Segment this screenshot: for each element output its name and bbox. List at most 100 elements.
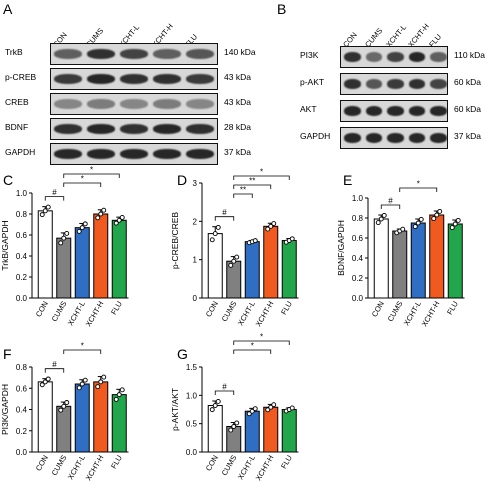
x-tick-label: FLU	[445, 300, 460, 317]
bar	[74, 227, 90, 299]
data-point	[271, 221, 277, 227]
protein-band	[186, 74, 214, 84]
x-tick-label: FLU	[279, 454, 294, 471]
protein-band	[186, 149, 214, 159]
y-axis-label: p-AKT/AKT	[170, 388, 180, 431]
protein-band	[387, 52, 404, 62]
significance-bracket	[233, 184, 272, 189]
protein-band	[408, 106, 425, 116]
panel-letter-d: D	[177, 172, 188, 188]
significance-bracket	[399, 187, 438, 192]
protein-label: PI3K	[300, 50, 319, 60]
significance-label: #	[52, 360, 57, 369]
y-tick-label: 0.0	[16, 448, 28, 457]
data-point	[452, 221, 458, 227]
blot-strip	[50, 43, 218, 65]
protein-band	[120, 149, 148, 159]
data-point	[119, 215, 125, 220]
bar	[56, 237, 72, 299]
significance-label: *	[260, 168, 263, 177]
x-tick-label: XCHT-H	[84, 300, 106, 329]
lane-label: XCHT-H	[405, 21, 431, 49]
data-point	[116, 392, 122, 398]
blot-strip	[50, 118, 218, 140]
x-tick-label: CUMS	[220, 300, 239, 324]
protein-band	[430, 106, 447, 116]
panel-letter-a: A	[3, 1, 13, 17]
significance-bracket	[380, 204, 401, 209]
y-tick-label: 0.8	[352, 214, 364, 223]
significance-label: *	[260, 333, 263, 342]
x-tick-label: FLU	[109, 454, 124, 471]
protein-label: GAPDH	[300, 131, 331, 141]
data-point	[76, 385, 82, 391]
bar	[263, 406, 279, 453]
x-tick-label: CON	[34, 454, 50, 473]
bar	[74, 383, 90, 453]
data-point	[45, 376, 51, 382]
bar	[207, 405, 223, 453]
y-tick-label: 0.0	[186, 448, 198, 457]
protein-band	[87, 124, 115, 134]
data-point	[418, 216, 424, 222]
significance-bracket	[214, 390, 235, 395]
data-point	[79, 225, 85, 231]
y-tick-label: 1	[193, 256, 198, 265]
significance-bracket	[44, 368, 65, 373]
bar	[373, 218, 389, 299]
y-axis-label: BDNF/GAPDH	[336, 220, 346, 276]
data-point	[215, 224, 221, 230]
x-tick-label: CUMS	[50, 300, 69, 324]
bar	[37, 381, 53, 453]
x-tick-label: CON	[204, 454, 220, 473]
data-point	[381, 212, 387, 218]
data-point	[415, 220, 421, 226]
data-point	[449, 225, 455, 231]
data-point	[289, 405, 295, 411]
significance-bracket	[233, 349, 272, 354]
protein-label: p-CREB	[5, 72, 37, 82]
significance-label: **	[240, 186, 246, 195]
kda-label: 28 kDa	[224, 122, 251, 132]
data-point	[64, 230, 70, 236]
data-point	[58, 240, 64, 246]
protein-band	[387, 106, 404, 116]
x-tick-label: XCHT-H	[254, 300, 276, 329]
y-tick-label: 0.5	[186, 420, 198, 429]
significance-label: *	[251, 342, 254, 351]
blot-strip	[50, 93, 218, 115]
kda-label: 110 kDa	[454, 50, 486, 60]
blot-strip	[340, 100, 448, 122]
significance-bracket	[233, 340, 290, 345]
y-tick-label: 0.2	[16, 427, 28, 436]
protein-band	[365, 79, 382, 89]
blot-strip	[340, 46, 448, 68]
data-point	[400, 226, 406, 232]
blot-strip	[50, 68, 218, 90]
significance-label: *	[90, 166, 93, 175]
bar	[447, 223, 463, 299]
x-tick-label: XCHT-H	[254, 454, 276, 483]
data-point	[113, 396, 119, 402]
data-point	[82, 377, 88, 383]
kda-label: 60 kDa	[454, 104, 481, 114]
kda-label: 37 kDa	[454, 131, 481, 141]
data-point	[271, 402, 277, 408]
y-tick-label: 0	[193, 294, 198, 303]
x-tick-label: CUMS	[220, 454, 239, 478]
protein-band	[186, 99, 214, 109]
data-point	[45, 204, 51, 210]
protein-band	[153, 149, 181, 159]
bar	[263, 225, 279, 299]
data-point	[95, 215, 101, 221]
data-point	[268, 404, 274, 410]
y-axis-label: PI3K/GAPDH	[0, 384, 10, 435]
significance-bracket	[63, 349, 102, 354]
bar	[93, 381, 109, 453]
data-point	[98, 211, 104, 217]
y-tick-label: 0.8	[16, 363, 28, 372]
bar	[37, 210, 53, 299]
